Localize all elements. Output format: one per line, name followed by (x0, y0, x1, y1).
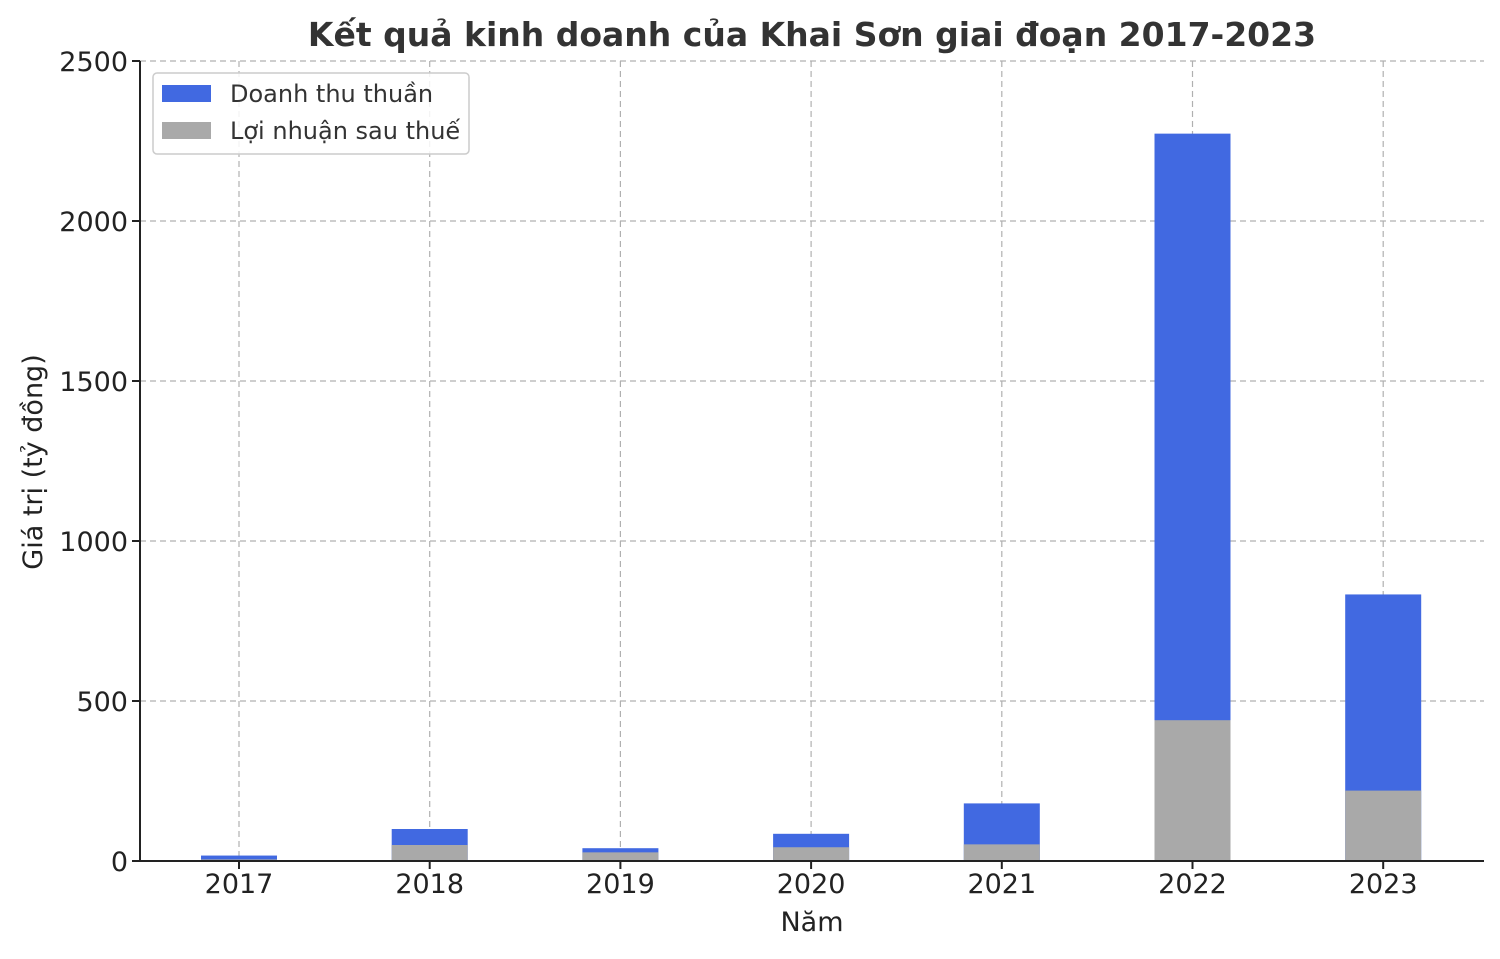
x-tick-label: 2017 (205, 869, 274, 900)
profit-bar (963, 844, 1040, 861)
profit-bar (582, 852, 659, 861)
y-tick-label: 0 (111, 847, 128, 878)
profit-bar (1345, 790, 1422, 861)
legend-swatch (162, 85, 211, 102)
chart-title: Kết quả kinh doanh của Khai Sơn giai đoạ… (308, 15, 1316, 54)
legend-box (152, 72, 470, 155)
y-axis-label: Giá trị (tỷ đồng) (18, 354, 49, 569)
legend-label: Doanh thu thuần (230, 80, 433, 108)
profit-bar (391, 845, 468, 861)
revenue-bar (201, 855, 277, 861)
x-tick-label: 2021 (967, 869, 1036, 900)
x-tick-label: 2019 (586, 869, 655, 900)
y-tick-label: 500 (76, 687, 128, 718)
legend-label: Lợi nhuận sau thuế (230, 117, 460, 145)
profit-bar (773, 847, 850, 861)
y-tick-label: 2000 (59, 207, 128, 238)
x-tick-label: 2023 (1349, 869, 1418, 900)
legend-swatch (162, 122, 211, 139)
x-tick-label: 2022 (1158, 869, 1227, 900)
y-tick-label: 2500 (59, 47, 128, 78)
legend: Doanh thu thuần Lợi nhuận sau thuế (152, 72, 470, 155)
profit-bar (1154, 720, 1231, 861)
grid (140, 60, 1484, 861)
axes: 0 500 1000 1500 2000 2500 2017 2018 2019 2020 2021… (59, 47, 1484, 900)
x-tick-label: 2020 (777, 869, 846, 900)
y-tick-label: 1500 (59, 367, 128, 398)
x-tick-label: 2018 (395, 869, 464, 900)
bars (201, 133, 1422, 861)
x-axis-label: Năm (780, 907, 843, 938)
y-tick-label: 1000 (59, 527, 128, 558)
